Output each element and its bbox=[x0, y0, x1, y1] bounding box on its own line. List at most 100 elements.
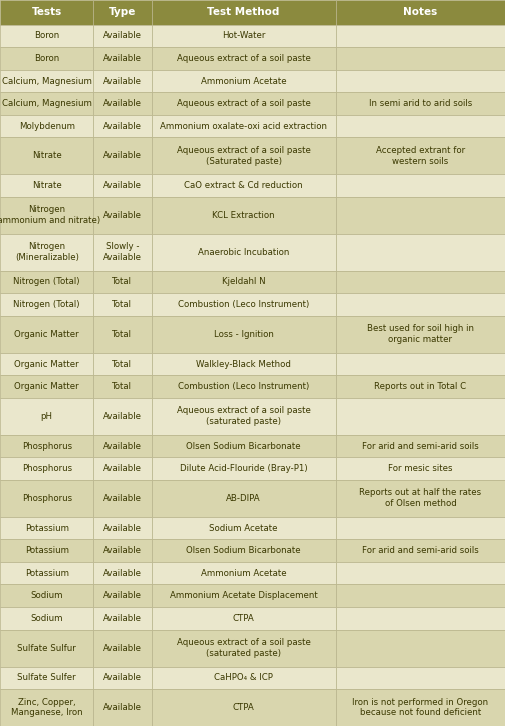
Bar bbox=[336, 293, 505, 316]
Text: Available: Available bbox=[103, 464, 142, 473]
Text: Best used for soil high in
organic matter: Best used for soil high in organic matte… bbox=[367, 325, 474, 344]
Text: Available: Available bbox=[103, 31, 142, 41]
Text: Available: Available bbox=[103, 523, 142, 533]
Text: Test Method: Test Method bbox=[208, 7, 280, 17]
Text: Combustion (Leco Instrument): Combustion (Leco Instrument) bbox=[178, 300, 309, 309]
Bar bbox=[336, 316, 505, 353]
Text: Organic Matter: Organic Matter bbox=[15, 382, 79, 391]
Text: Available: Available bbox=[103, 122, 142, 131]
Bar bbox=[93, 398, 152, 435]
Bar bbox=[152, 457, 336, 480]
Bar bbox=[152, 70, 336, 92]
Bar bbox=[152, 353, 336, 375]
Text: Nitrogen
(ammonium and nitrate): Nitrogen (ammonium and nitrate) bbox=[0, 205, 100, 225]
Text: Dilute Acid-Flouride (Bray-P1): Dilute Acid-Flouride (Bray-P1) bbox=[180, 464, 308, 473]
Text: Reports out in Total C: Reports out in Total C bbox=[374, 382, 467, 391]
Bar bbox=[152, 375, 336, 398]
Bar bbox=[336, 480, 505, 517]
Text: Sodium Acetate: Sodium Acetate bbox=[210, 523, 278, 533]
Bar bbox=[93, 234, 152, 271]
Bar bbox=[93, 293, 152, 316]
Text: For arid and semi-arid soils: For arid and semi-arid soils bbox=[362, 441, 479, 451]
Text: Total: Total bbox=[113, 359, 132, 369]
Text: Zinc, Copper,
Manganese, Iron: Zinc, Copper, Manganese, Iron bbox=[11, 698, 82, 717]
Text: Olsen Sodium Bicarbonate: Olsen Sodium Bicarbonate bbox=[186, 441, 301, 451]
Text: Phosphorus: Phosphorus bbox=[22, 494, 72, 503]
Bar bbox=[93, 271, 152, 293]
Text: Loss - Ignition: Loss - Ignition bbox=[214, 330, 274, 339]
Bar bbox=[93, 174, 152, 197]
Text: For mesic sites: For mesic sites bbox=[388, 464, 452, 473]
Bar bbox=[336, 375, 505, 398]
Bar bbox=[336, 0, 505, 25]
Text: Ammonium oxalate-oxi acid extraction: Ammonium oxalate-oxi acid extraction bbox=[160, 122, 327, 131]
Text: Notes: Notes bbox=[403, 7, 437, 17]
Bar bbox=[336, 197, 505, 234]
Text: Available: Available bbox=[103, 76, 142, 86]
Bar bbox=[93, 517, 152, 539]
Text: Potassium: Potassium bbox=[25, 546, 69, 555]
Bar bbox=[336, 137, 505, 174]
Bar bbox=[152, 92, 336, 115]
Text: Aqueous extract of a soil paste
(Saturated paste): Aqueous extract of a soil paste (Saturat… bbox=[177, 146, 311, 166]
Bar bbox=[152, 137, 336, 174]
Text: Total: Total bbox=[113, 277, 132, 287]
Text: Aqueous extract of a soil paste: Aqueous extract of a soil paste bbox=[177, 99, 311, 108]
Bar bbox=[336, 517, 505, 539]
Text: Phosphorus: Phosphorus bbox=[22, 441, 72, 451]
Text: Aqueous extract of a soil paste
(saturated paste): Aqueous extract of a soil paste (saturat… bbox=[177, 638, 311, 658]
Bar bbox=[0, 293, 93, 316]
Bar bbox=[152, 197, 336, 234]
Bar bbox=[336, 271, 505, 293]
Bar bbox=[152, 584, 336, 607]
Text: Potassium: Potassium bbox=[25, 523, 69, 533]
Text: Aqueous extract of a soil paste
(saturated paste): Aqueous extract of a soil paste (saturat… bbox=[177, 407, 311, 426]
Text: CaHPO₄ & ICP: CaHPO₄ & ICP bbox=[214, 673, 273, 682]
Bar bbox=[93, 115, 152, 137]
Text: CTPA: CTPA bbox=[233, 613, 255, 623]
Bar bbox=[93, 666, 152, 689]
Bar bbox=[0, 457, 93, 480]
Text: Ammonium Acetate: Ammonium Acetate bbox=[201, 76, 286, 86]
Text: Nitrate: Nitrate bbox=[32, 151, 62, 160]
Text: Phosphorus: Phosphorus bbox=[22, 464, 72, 473]
Text: Aqueous extract of a soil paste: Aqueous extract of a soil paste bbox=[177, 54, 311, 63]
Text: CaO extract & Cd reduction: CaO extract & Cd reduction bbox=[184, 181, 303, 190]
Bar bbox=[0, 271, 93, 293]
Bar bbox=[0, 70, 93, 92]
Bar bbox=[336, 47, 505, 70]
Text: Available: Available bbox=[103, 412, 142, 421]
Text: Iron is not performed in Oregon
because not found deficient: Iron is not performed in Oregon because … bbox=[352, 698, 488, 717]
Text: Available: Available bbox=[103, 643, 142, 653]
Text: Reports out at half the rates
of Olsen method: Reports out at half the rates of Olsen m… bbox=[360, 489, 481, 508]
Text: Tests: Tests bbox=[32, 7, 62, 17]
Bar bbox=[0, 607, 93, 629]
Text: Hot-Water: Hot-Water bbox=[222, 31, 265, 41]
Text: Nitrogen (Total): Nitrogen (Total) bbox=[14, 277, 80, 287]
Bar bbox=[152, 234, 336, 271]
Bar bbox=[336, 607, 505, 629]
Bar bbox=[152, 47, 336, 70]
Bar bbox=[336, 689, 505, 726]
Bar bbox=[0, 197, 93, 234]
Bar bbox=[0, 353, 93, 375]
Bar bbox=[0, 480, 93, 517]
Bar bbox=[152, 435, 336, 457]
Bar bbox=[336, 70, 505, 92]
Bar bbox=[152, 607, 336, 629]
Text: Accepted extrant for
western soils: Accepted extrant for western soils bbox=[376, 146, 465, 166]
Text: Nitrogen (Total): Nitrogen (Total) bbox=[14, 300, 80, 309]
Text: Organic Matter: Organic Matter bbox=[15, 330, 79, 339]
Bar bbox=[0, 375, 93, 398]
Bar bbox=[93, 539, 152, 562]
Bar bbox=[93, 316, 152, 353]
Bar bbox=[0, 137, 93, 174]
Bar bbox=[0, 92, 93, 115]
Bar bbox=[336, 539, 505, 562]
Bar bbox=[93, 435, 152, 457]
Bar bbox=[93, 353, 152, 375]
Text: Nitrogen
(Mineralizable): Nitrogen (Mineralizable) bbox=[15, 242, 79, 262]
Bar bbox=[336, 562, 505, 584]
Bar bbox=[336, 584, 505, 607]
Bar bbox=[0, 25, 93, 47]
